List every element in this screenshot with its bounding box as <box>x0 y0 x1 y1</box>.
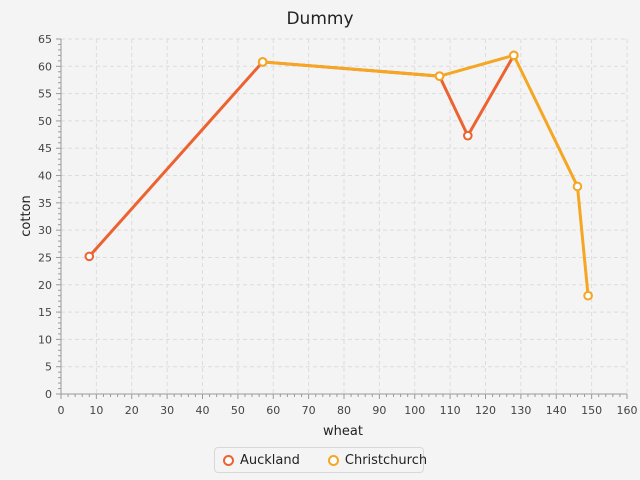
legend-item-auckland[interactable]: Auckland <box>223 453 300 468</box>
data-point[interactable] <box>463 130 473 141</box>
y-tick-label: 35 <box>38 197 52 210</box>
x-tick-label: 140 <box>546 404 567 417</box>
x-tick-label: 50 <box>231 404 245 417</box>
legend-marker-icon <box>327 454 339 466</box>
series-line <box>88 54 516 258</box>
x-tick-label: 40 <box>196 404 210 417</box>
y-axis-title: cotton <box>19 195 34 237</box>
x-axis-title: wheat <box>323 424 363 439</box>
data-point[interactable] <box>434 71 445 81</box>
y-tick-label: 40 <box>38 170 52 183</box>
data-point[interactable] <box>509 50 519 61</box>
x-tick-label: 90 <box>372 404 386 417</box>
legend-marker-icon <box>223 454 234 466</box>
y-tick-label: 45 <box>38 142 52 155</box>
series-layer <box>84 50 593 301</box>
legend: Auckland Christchurch <box>214 447 428 473</box>
grid-lines <box>60 38 628 395</box>
x-tick-label: 130 <box>510 404 531 417</box>
y-tick-label: 50 <box>38 115 52 128</box>
x-tick-label: 30 <box>160 404 174 417</box>
x-tick-label: 110 <box>440 404 461 417</box>
x-tick-label: 100 <box>404 404 425 417</box>
x-tick-label: 160 <box>617 404 638 417</box>
legend-item-christchurch[interactable]: Christchurch <box>327 452 428 468</box>
series-christchurch <box>257 50 593 301</box>
data-point[interactable] <box>583 290 593 301</box>
series-auckland <box>84 50 519 262</box>
data-point[interactable] <box>257 57 268 67</box>
y-tick-label: 20 <box>38 279 52 292</box>
legend-label: Christchurch <box>344 452 428 468</box>
y-tick-label: 10 <box>38 333 52 346</box>
x-tick-label: 20 <box>125 404 139 417</box>
y-tick-label: 55 <box>38 88 52 101</box>
x-tick-label: 10 <box>89 404 103 417</box>
y-tick-label: 5 <box>45 361 52 374</box>
y-tick-label: 30 <box>38 224 52 237</box>
data-point[interactable] <box>572 181 583 192</box>
data-point[interactable] <box>84 251 95 262</box>
x-axis: 0 10 20 30 40 50 60 70 80 90 100 110 120 130 140 150 160 <box>58 393 638 417</box>
y-tick-label: 65 <box>38 33 52 46</box>
x-tick-label: 60 <box>266 404 280 417</box>
x-tick-label: 150 <box>581 404 602 417</box>
y-tick-label: 0 <box>45 388 52 401</box>
plot-area: 0 10 20 30 40 50 60 70 80 90 100 110 120 130 140 150 160… <box>38 33 638 417</box>
legend-label: Auckland <box>240 452 300 468</box>
chart-title: Dummy <box>286 9 353 29</box>
y-tick-label: 15 <box>38 306 52 319</box>
x-tick-label: 80 <box>337 404 351 417</box>
x-tick-label: 120 <box>475 404 496 417</box>
y-axis: 0 5 10 15 20 25 30 35 40 45 50 55 60 65 <box>38 33 62 401</box>
y-tick-label: 60 <box>38 60 52 73</box>
y-tick-label: 25 <box>38 251 52 264</box>
x-tick-label: 70 <box>302 404 316 417</box>
x-tick-label: 0 <box>58 404 65 417</box>
